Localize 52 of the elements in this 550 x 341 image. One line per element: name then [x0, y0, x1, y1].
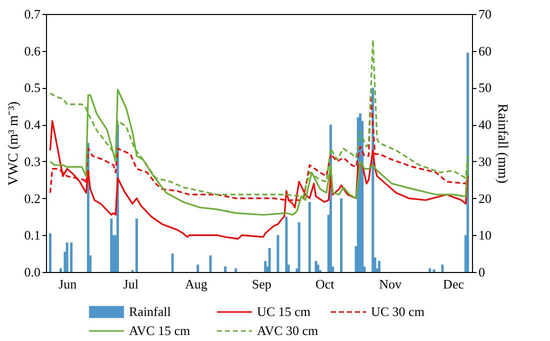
- bar: [276, 235, 280, 272]
- y-tick-label: 0.3: [24, 154, 40, 169]
- bar: [314, 260, 318, 272]
- y2-tick-label: 20: [478, 190, 492, 206]
- bar: [135, 218, 138, 272]
- y2-tick-label: 30: [478, 154, 492, 169]
- bar: [196, 264, 200, 272]
- y-tick-label: 0.4: [24, 117, 41, 132]
- bar: [340, 198, 342, 272]
- bar: [432, 269, 436, 272]
- bar: [378, 260, 380, 272]
- x-tick-label: Jun: [58, 276, 78, 292]
- legend-label: UC 30 cm: [371, 304, 424, 319]
- y2-tick-label: 50: [478, 80, 492, 96]
- y2-tick-label: 0: [478, 264, 485, 280]
- y-tick-label: 0.1: [24, 228, 40, 243]
- x-tick-label: Oct: [315, 276, 335, 292]
- y2-tick-label: 60: [478, 43, 492, 58]
- y-tick-label: 0.5: [24, 80, 40, 96]
- legend-label: Rainfall: [129, 304, 172, 319]
- y2-axis-title: Rainfall (mm): [494, 104, 510, 184]
- bar: [466, 52, 470, 272]
- y2-tick-label: 40: [478, 117, 492, 132]
- bar: [428, 268, 432, 272]
- x-tick-label: Aug: [185, 276, 208, 292]
- y-tick-label: 0.0: [24, 264, 40, 280]
- bar: [316, 264, 320, 272]
- bar: [66, 242, 68, 272]
- bar: [224, 266, 227, 272]
- bar: [48, 233, 52, 272]
- y-axis-title: VWC (m³ m⁻³): [6, 101, 22, 186]
- y2-tick-label: 70: [478, 6, 492, 22]
- bar: [209, 255, 212, 272]
- legend-label: AVC 30 cm: [257, 323, 318, 338]
- bar: [308, 202, 311, 272]
- bar: [268, 248, 271, 272]
- x-tick-label: Nov: [379, 276, 402, 292]
- y-tick-label: 0.2: [24, 190, 40, 206]
- bar: [285, 216, 288, 272]
- y-tick-label: 0.7: [24, 6, 41, 22]
- bar: [298, 222, 300, 272]
- bar: [171, 254, 174, 272]
- x-tick-label: Jul: [123, 276, 139, 292]
- legend-label: UC 15 cm: [257, 304, 310, 319]
- bar: [234, 268, 238, 272]
- bar: [70, 242, 73, 272]
- x-tick-label: Dec: [443, 276, 464, 292]
- x-tick-label: Sep: [252, 276, 272, 292]
- legend-label: AVC 15 cm: [129, 323, 190, 338]
- y-tick-label: 0.6: [24, 43, 41, 58]
- bar: [441, 264, 444, 272]
- y2-tick-label: 10: [478, 228, 492, 243]
